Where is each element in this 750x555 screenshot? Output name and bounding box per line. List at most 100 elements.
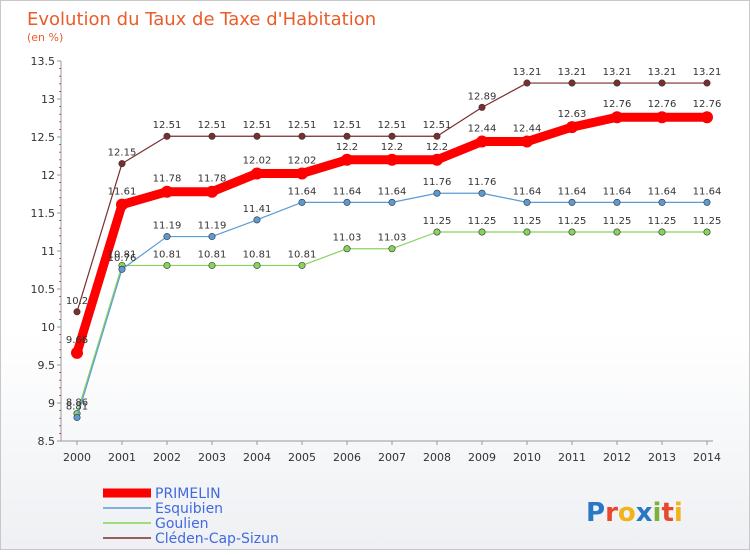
data-point — [476, 135, 488, 148]
x-tick-label: 2012 — [603, 451, 631, 464]
data-label: 10.81 — [153, 249, 182, 260]
data-point — [523, 198, 531, 206]
data-label: 12.51 — [288, 120, 317, 131]
data-point — [523, 79, 531, 87]
data-label: 11.25 — [603, 216, 632, 227]
data-label: 12.51 — [333, 120, 362, 131]
data-label: 12.89 — [468, 91, 497, 102]
data-point — [613, 79, 621, 87]
data-label: 11.03 — [378, 233, 407, 244]
data-label: 11.78 — [198, 174, 227, 185]
data-label: 12.02 — [288, 155, 317, 166]
data-point — [611, 111, 623, 124]
y-tick-label: 11.5 — [31, 207, 56, 220]
chart-subtitle: (en %) — [27, 31, 63, 44]
legend-label: Goulien — [155, 516, 209, 532]
data-label: 9.66 — [66, 335, 88, 346]
legend-label: Cléden-Cap-Sizun — [155, 531, 279, 547]
data-label: 13.21 — [693, 67, 722, 78]
data-label: 11.64 — [603, 186, 632, 197]
data-label: 11.76 — [423, 177, 452, 188]
data-point — [568, 198, 576, 206]
data-label: 12.44 — [513, 124, 542, 135]
y-tick-label: 10 — [41, 321, 55, 334]
data-point — [118, 265, 126, 273]
data-point — [343, 132, 351, 140]
data-point — [253, 216, 261, 224]
x-tick-label: 2003 — [198, 451, 226, 464]
data-point — [703, 79, 711, 87]
data-point — [433, 189, 441, 197]
data-point — [431, 153, 443, 166]
data-label: 11.19 — [198, 221, 227, 232]
data-point — [478, 228, 486, 236]
data-point — [568, 79, 576, 87]
data-label: 11.64 — [378, 186, 407, 197]
legend-label: Esquibien — [155, 501, 223, 517]
data-point — [161, 185, 173, 198]
data-label: 11.61 — [108, 187, 137, 198]
y-tick-label: 9 — [48, 397, 55, 410]
data-label: 13.21 — [513, 67, 542, 78]
y-tick-label: 9.5 — [38, 359, 56, 372]
data-label: 11.64 — [693, 186, 722, 197]
x-tick-label: 2010 — [513, 451, 541, 464]
data-label: 12.51 — [153, 120, 182, 131]
data-label: 11.78 — [153, 174, 182, 185]
data-label: 12.63 — [558, 109, 587, 120]
y-tick-label: 11 — [41, 245, 55, 258]
y-tick-label: 10.5 — [31, 283, 56, 296]
data-label: 12.02 — [243, 155, 272, 166]
x-tick-label: 2013 — [648, 451, 676, 464]
data-label: 12.2 — [381, 142, 403, 153]
data-label: 11.25 — [513, 216, 542, 227]
data-label: 11.25 — [558, 216, 587, 227]
data-label: 11.64 — [513, 186, 542, 197]
data-point — [73, 308, 81, 316]
data-point — [433, 228, 441, 236]
data-label: 11.19 — [153, 221, 182, 232]
data-point — [73, 413, 81, 421]
x-tick-label: 2011 — [558, 451, 586, 464]
y-tick-label: 13 — [41, 93, 55, 106]
data-label: 12.2 — [336, 142, 358, 153]
x-tick-label: 2004 — [243, 451, 271, 464]
data-label: 12.51 — [423, 120, 452, 131]
data-point — [253, 261, 261, 269]
data-point — [433, 132, 441, 140]
data-point — [253, 132, 261, 140]
data-label: 11.25 — [423, 216, 452, 227]
data-point — [658, 198, 666, 206]
data-label: 10.2 — [66, 296, 88, 307]
x-tick-label: 2008 — [423, 451, 451, 464]
x-tick-label: 2001 — [108, 451, 136, 464]
y-tick-label: 12 — [41, 169, 55, 182]
axes: 8.5 9 9.5 10 10.5 11 11.5 12 12.5 13 13.5 2000 2001 2… — [31, 55, 722, 464]
data-point — [251, 167, 263, 180]
data-label: 11.25 — [648, 216, 677, 227]
data-point — [118, 160, 126, 168]
data-label: 11.03 — [333, 233, 362, 244]
data-point — [343, 198, 351, 206]
data-point — [163, 132, 171, 140]
y-tick-label: 12.5 — [31, 131, 56, 144]
data-point — [206, 185, 218, 198]
data-point — [523, 228, 531, 236]
data-label: 11.64 — [648, 186, 677, 197]
data-point — [341, 153, 353, 166]
data-label: 11.64 — [288, 186, 317, 197]
data-point — [388, 245, 396, 253]
data-label: 10.81 — [198, 249, 227, 260]
data-point — [298, 132, 306, 140]
data-label: 12.2 — [426, 142, 448, 153]
data-point — [163, 233, 171, 241]
chart-title: Evolution du Taux de Taxe d'Habitation — [27, 9, 376, 30]
series-layer — [71, 79, 713, 421]
data-label: 12.15 — [108, 148, 137, 159]
data-label: 12.51 — [243, 120, 272, 131]
logo-text: Proxiti — [586, 498, 683, 528]
data-point — [71, 346, 83, 359]
data-labels: 10.2 12.15 12.51 12.51 12.51 12.51 12.51 12.51 1… — [66, 67, 721, 412]
data-label: 10.81 — [243, 249, 272, 260]
